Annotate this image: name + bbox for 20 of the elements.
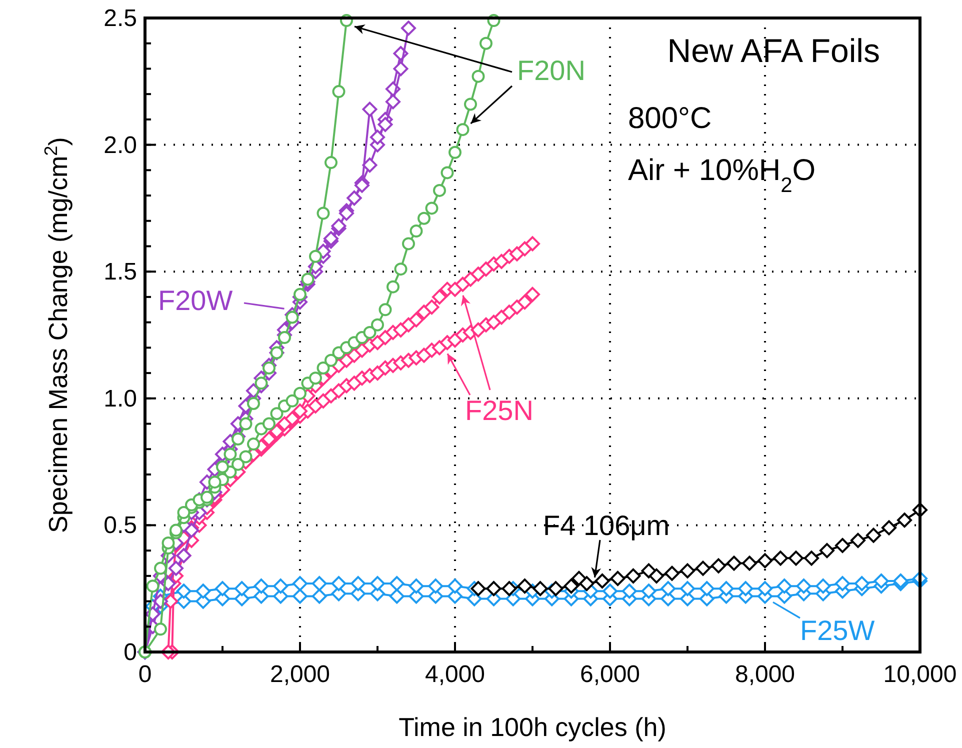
x-axis-title: Time in 100h cycles (h) — [398, 712, 666, 742]
legend-label: F25W — [800, 615, 876, 646]
legend-label: F25N — [465, 395, 534, 426]
x-tick-label: 4,000 — [424, 661, 486, 688]
y-tick-label: 2.0 — [104, 132, 137, 159]
x-tick-label: 6,000 — [580, 661, 640, 688]
y-tick-label: 1.0 — [104, 385, 137, 412]
text: F20N — [517, 55, 586, 86]
y-tick-label: 0 — [124, 639, 137, 666]
x-tick-label: 8,000 — [734, 661, 796, 688]
x-tick-label: 2,000 — [270, 661, 330, 688]
y-tick-label: 1.5 — [104, 258, 137, 286]
annotation: Air + 10%H$_{2}$O — [628, 154, 816, 196]
y-tick-label: 2.5 — [104, 5, 137, 32]
series-label: F4 106μm — [543, 510, 670, 541]
x-tick-label: 10,000 — [883, 661, 957, 688]
y-tick-label: 0.5 — [104, 512, 137, 540]
annotation: 800°C — [628, 102, 712, 135]
series-label: F20W — [158, 285, 234, 316]
annotation: New AFA Foils — [667, 32, 880, 69]
